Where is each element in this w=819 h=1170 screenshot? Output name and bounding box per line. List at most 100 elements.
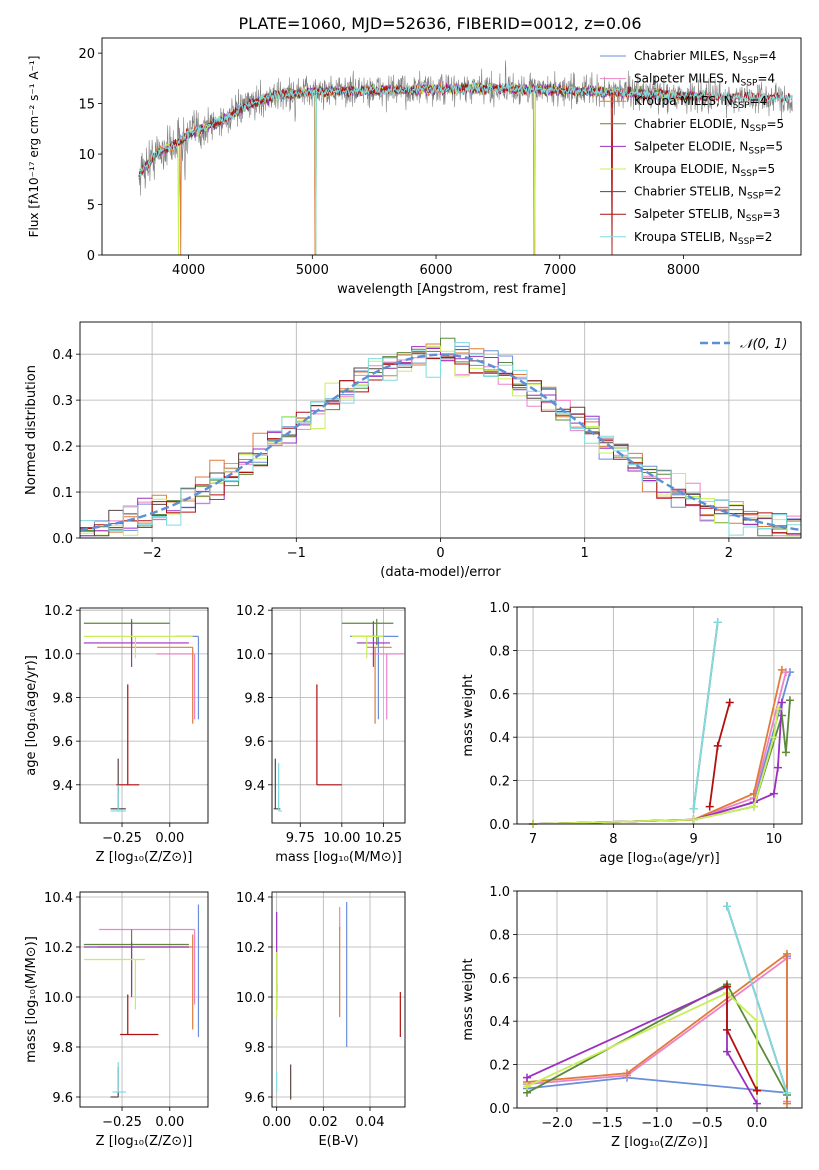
normal-legend-label: 𝒩(0, 1) <box>740 337 787 352</box>
legend-label: Salpeter STELIB, NSSP=3 <box>634 207 780 224</box>
weight-point-marker <box>749 789 758 798</box>
histogram-step-line <box>80 342 801 536</box>
weight-series-line <box>708 702 731 807</box>
residual_hist-ylabel: Normed distribution <box>24 365 39 495</box>
weight-point-marker <box>725 698 734 707</box>
mass_vs_EBV-xtick-label: 0.02 <box>309 1115 338 1130</box>
weight-point-marker <box>523 1073 531 1082</box>
spectrum-ylabel: Flux [fλ10⁻¹⁷ erg cm⁻² s⁻¹ A⁻¹] <box>27 56 41 238</box>
weight-series-line <box>533 702 783 824</box>
mass_vs_Z-ylabel: mass [log₁₀(M/M⊙)] <box>24 936 39 1063</box>
spectrum-model-line <box>138 82 708 177</box>
weight_vs_age-axes <box>513 606 802 828</box>
weight_vs_age-ytick-label: 0.2 <box>489 775 510 790</box>
weight-point-marker <box>777 698 786 707</box>
weight-point-marker <box>723 1047 731 1056</box>
age_vs_mass-axes <box>268 608 405 827</box>
mass_vs_EBV-xtick-label: 0.04 <box>356 1115 385 1130</box>
spectrum-xtick-label: 7000 <box>543 263 576 278</box>
weight-point-marker <box>749 802 758 811</box>
spectrum-ytick-label: 10 <box>78 148 95 163</box>
spectrum-xtick-label: 5000 <box>296 263 329 278</box>
weight_vs_Z-ylabel: mass weight <box>461 958 476 1040</box>
figure-title: PLATE=1060, MJD=52636, FIBERID=0012, z=0… <box>238 14 641 33</box>
residual_hist-xtick-label: 2 <box>725 546 733 561</box>
age_vs_mass-ytick-label: 9.8 <box>244 691 265 706</box>
age_vs_mass-xtick-label: 10.25 <box>365 831 402 846</box>
weight-series-line <box>526 952 788 1104</box>
histogram-step-line <box>80 337 801 537</box>
legend-label: Kroupa STELIB, NSSP=2 <box>634 230 772 247</box>
age_vs_Z-ylabel: age [log₁₀(age/yr)] <box>24 655 39 776</box>
weight-series-line <box>533 671 791 824</box>
spectrum-frame <box>101 37 802 256</box>
residual_hist-ytick-label: 0.2 <box>52 440 73 455</box>
weight_vs_Z-ytick-label: 0.8 <box>489 928 510 943</box>
mass_vs_Z-ytick-label: 9.8 <box>52 1041 73 1056</box>
spectrum-xtick-label: 4000 <box>172 263 205 278</box>
residual_hist-xtick-label: −1 <box>287 546 306 561</box>
weight_vs_age-xlabel: age [log₁₀(age/yr)] <box>599 851 720 866</box>
mass_vs_EBV-axes <box>268 892 405 1111</box>
mass_vs_Z-axes <box>76 892 208 1111</box>
weight_vs_Z-ytick-label: 0.4 <box>489 1015 510 1030</box>
weight-point-marker <box>777 665 786 674</box>
age_vs_mass-ytick-label: 10.0 <box>236 648 265 663</box>
age_vs_Z-axes <box>76 608 208 827</box>
mass_vs_Z-xtick-label: 0.00 <box>155 1115 184 1130</box>
legend-label: Kroupa ELODIE, NSSP=5 <box>634 162 775 179</box>
age_vs_mass-ytick-label: 10.2 <box>236 604 265 619</box>
weight-point-marker <box>769 789 778 798</box>
age_vs_mass-xtick-label: 9.75 <box>286 831 315 846</box>
weight_vs_Z-ytick-label: 0.0 <box>489 1102 510 1117</box>
mass_vs_EBV-xtick-label: 0.00 <box>262 1115 291 1130</box>
weight_vs_age-xtick-label: 10 <box>766 832 783 847</box>
weight-point-marker <box>769 733 778 742</box>
age_vs_Z-xtick-label: 0.00 <box>155 831 184 846</box>
spectrum-ytick-label: 20 <box>78 47 95 62</box>
age_vs_Z-ytick-label: 10.2 <box>44 604 73 619</box>
weight_vs_age-ytick-label: 0.4 <box>489 731 510 746</box>
age_vs_Z-ytick-label: 9.4 <box>52 779 73 794</box>
mass_vs_EBV-ytick-label: 10.2 <box>236 941 265 956</box>
mass_vs_EBV-frame <box>271 891 406 1108</box>
legend-label: Chabrier MILES, NSSP=4 <box>634 49 776 66</box>
weight-point-marker <box>523 1082 531 1091</box>
weight_vs_Z-xtick-label: 0.0 <box>747 1116 768 1131</box>
weight_vs_Z-xtick-label: −2.0 <box>541 1116 573 1131</box>
mass_vs_Z-xlabel: Z [log₁₀(Z/Z⊙)] <box>96 1134 193 1149</box>
residual_hist-xtick-label: −2 <box>143 546 162 561</box>
spectrum-ytick-label: 0 <box>87 249 95 264</box>
legend-label: Salpeter ELODIE, NSSP=5 <box>634 139 783 156</box>
normal-curve-line <box>80 353 801 532</box>
weight-point-marker <box>705 802 714 811</box>
weight-point-marker <box>781 668 790 677</box>
weight_vs_Z-ytick-label: 0.6 <box>489 972 510 987</box>
mass_vs_Z-ytick-label: 9.6 <box>52 1091 73 1106</box>
weight-point-marker <box>689 815 698 824</box>
weight-point-marker <box>753 1086 761 1095</box>
residual_hist-axes <box>76 322 801 542</box>
age_vs_mass-xlabel: mass [log₁₀(M/M⊙)] <box>275 850 402 865</box>
age_vs_mass-ytick-label: 9.4 <box>244 779 265 794</box>
residual_hist-ytick-label: 0.0 <box>52 532 73 547</box>
mass_vs_EBV-ytick-label: 10.0 <box>236 991 265 1006</box>
age_vs_Z-ytick-label: 9.8 <box>52 691 73 706</box>
legend-label: Kroupa MILES, NSSP=4 <box>634 94 767 111</box>
weight_vs_age-xtick-label: 9 <box>689 832 697 847</box>
mass_vs_EBV-xlabel: E(B-V) <box>318 1134 358 1149</box>
spectrum-ytick-label: 15 <box>78 98 95 113</box>
weight_vs_age-ytick-label: 0.6 <box>489 688 510 703</box>
mass_vs_Z-ytick-label: 10.2 <box>44 941 73 956</box>
mass_vs_Z-frame <box>79 891 209 1108</box>
weight_vs_Z-xtick-label: −1.5 <box>591 1116 623 1131</box>
weight_vs_Z-xlabel: Z [log₁₀(Z/Z⊙)] <box>611 1135 708 1150</box>
weight-point-marker <box>723 1025 731 1034</box>
weight-point-marker <box>753 1099 761 1108</box>
weight-point-marker <box>783 1088 791 1097</box>
weight_vs_age-ytick-label: 0.8 <box>489 644 510 659</box>
residual_hist-ytick-label: 0.1 <box>52 486 73 501</box>
spectrum-model-line <box>138 82 793 255</box>
weight-point-marker <box>783 949 791 958</box>
